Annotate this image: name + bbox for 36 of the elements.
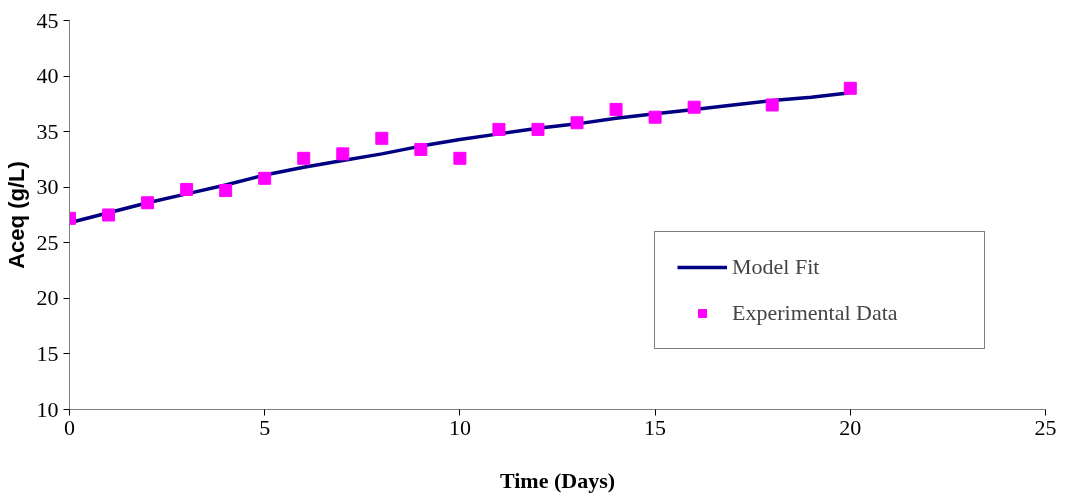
x-tick-label: 5: [259, 414, 271, 440]
point: [687, 100, 701, 114]
point: [375, 131, 389, 145]
point: [180, 182, 194, 196]
y-tick-label: 15: [36, 340, 59, 366]
point: [570, 116, 584, 130]
y-tick-label: 20: [36, 285, 59, 311]
point: [765, 98, 779, 112]
point: [141, 196, 155, 210]
point: [258, 171, 272, 185]
point: [609, 102, 623, 116]
x-tick-label: 0: [64, 414, 75, 440]
point: [453, 151, 467, 165]
point: [843, 81, 857, 95]
point: [648, 110, 662, 124]
point: [414, 142, 428, 156]
y-tick-label: 40: [36, 63, 59, 89]
legend-label: Model Fit: [732, 254, 821, 280]
y-tick-label: 25: [36, 229, 59, 255]
x-tick-label: 25: [1034, 414, 1057, 440]
y-tick-label: 10: [36, 396, 59, 422]
legend-label: Experimental Data: [732, 300, 899, 326]
point: [531, 122, 545, 136]
point: [297, 151, 311, 165]
x-tick-label: 20: [839, 414, 862, 440]
y-axis-title: Aceq (g/L): [3, 161, 29, 269]
point: [492, 122, 506, 136]
x-tick-label: 10: [448, 414, 471, 440]
point: [219, 184, 233, 198]
y-tick-label: 35: [36, 118, 59, 144]
y-tick-label: 45: [36, 7, 59, 33]
point: [336, 147, 350, 161]
y-tick-label: 30: [36, 174, 59, 200]
x-axis-title: Time (Days): [499, 467, 616, 493]
point: [102, 208, 116, 222]
x-tick-label: 15: [644, 414, 667, 440]
